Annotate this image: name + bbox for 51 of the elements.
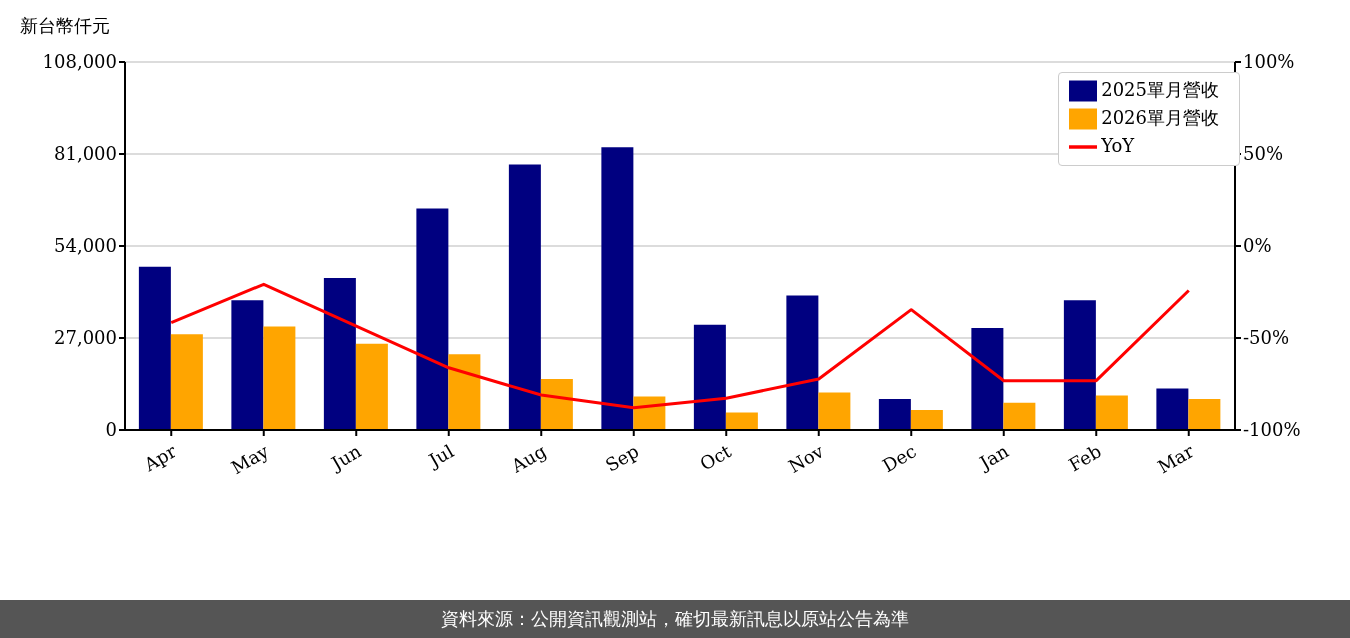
bar <box>786 295 819 430</box>
bar <box>138 266 171 430</box>
x-tick-label: Jan <box>974 440 1013 475</box>
x-tick-label: Jun <box>326 440 365 475</box>
x-tick-label: Jul <box>423 440 458 472</box>
x-tick-label: Dec <box>878 440 920 477</box>
bar <box>508 164 541 430</box>
y2-tick-label: 100% <box>1243 51 1295 73</box>
y-tick-label: 54,000 <box>54 235 117 257</box>
y2-tick-label: 0% <box>1243 235 1272 257</box>
y2-tick-label: 50% <box>1243 143 1284 165</box>
x-tick-label: May <box>227 439 273 479</box>
bar <box>448 354 481 430</box>
y2-tick-label: -100% <box>1243 419 1301 441</box>
y-tick-label: 108,000 <box>42 51 117 73</box>
y-tick-label: 27,000 <box>54 327 117 349</box>
bar <box>693 324 726 430</box>
bar <box>818 392 851 430</box>
bar <box>416 208 449 430</box>
bar <box>263 326 296 430</box>
x-tick-label: Nov <box>784 439 828 477</box>
bar <box>971 328 1004 430</box>
x-tick-label: Mar <box>1153 440 1198 478</box>
legend-label: YoY <box>1101 135 1135 156</box>
y-tick-label: 81,000 <box>54 143 117 165</box>
bar <box>1063 300 1096 430</box>
x-tick-label: Feb <box>1064 440 1105 476</box>
source-note: 資料來源：公開資訊觀測站，確切最新訊息以原站公告為準 <box>441 607 909 631</box>
legend-label: 2025單月營收 <box>1101 79 1219 100</box>
bar <box>1188 398 1221 430</box>
bar <box>725 412 758 430</box>
bar <box>170 334 203 430</box>
line-series <box>169 282 1191 410</box>
bar <box>878 398 911 430</box>
bar <box>540 378 573 430</box>
y-axis-title: 新台幣仟元 <box>20 14 110 38</box>
bar <box>910 409 943 430</box>
bar <box>1095 395 1128 430</box>
bar <box>323 278 356 430</box>
x-tick-label: Sep <box>601 440 643 476</box>
bar <box>1003 402 1036 430</box>
y2-tick-label: -50% <box>1243 327 1290 349</box>
x-tick-label: Oct <box>696 439 736 475</box>
bar <box>601 147 634 430</box>
x-tick-label: Aug <box>506 440 550 478</box>
y-tick-label: 0 <box>105 419 117 441</box>
bar <box>1156 388 1189 430</box>
bar <box>231 300 264 430</box>
bar <box>355 343 388 430</box>
x-tick-label: Apr <box>139 440 180 476</box>
legend-label: 2026單月營收 <box>1101 107 1219 128</box>
